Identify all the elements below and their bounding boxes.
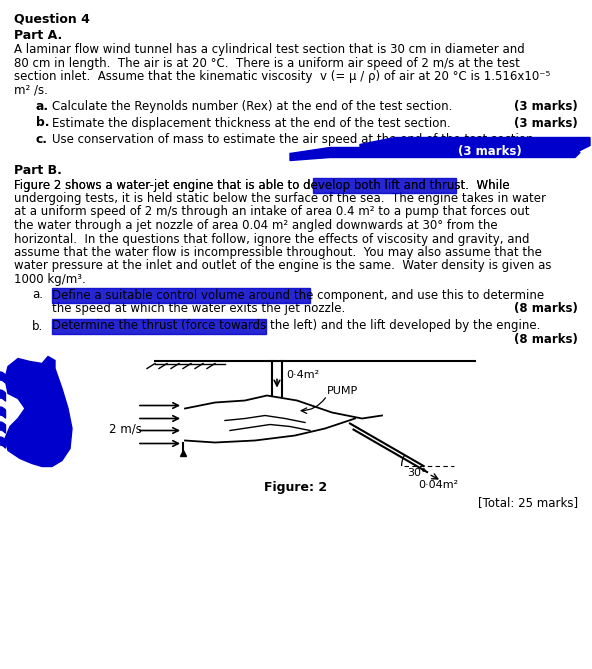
Text: Figure 2 shows a water-jet engine that is able to develop both lift and thrust. : Figure 2 shows a water-jet engine that i… xyxy=(14,179,510,191)
Text: Define a suitable control volume around the component, and use this to determine: Define a suitable control volume around … xyxy=(52,288,544,302)
Text: Use conservation of mass to estimate the air speed at the end of the test sectio: Use conservation of mass to estimate the… xyxy=(52,133,538,146)
Text: b.: b. xyxy=(32,320,43,332)
Polygon shape xyxy=(313,177,456,193)
Text: b.: b. xyxy=(36,116,50,130)
Text: at a uniform speed of 2 m/s through an intake of area 0.4 m² to a pump that forc: at a uniform speed of 2 m/s through an i… xyxy=(14,205,529,219)
Text: Part B.: Part B. xyxy=(14,165,62,177)
Polygon shape xyxy=(52,288,310,303)
Polygon shape xyxy=(290,147,580,161)
Text: 0·04m²: 0·04m² xyxy=(419,480,459,490)
Text: a.: a. xyxy=(36,100,49,113)
Text: (3 marks): (3 marks) xyxy=(458,145,522,159)
Text: Figure: 2: Figure: 2 xyxy=(265,480,327,494)
Text: PUMP: PUMP xyxy=(327,385,358,395)
Text: (8 marks): (8 marks) xyxy=(514,302,578,315)
Text: the speed at which the water exits the jet nozzle.: the speed at which the water exits the j… xyxy=(52,302,345,315)
Polygon shape xyxy=(52,318,266,334)
Text: (3 marks): (3 marks) xyxy=(514,116,578,130)
Text: (8 marks): (8 marks) xyxy=(514,333,578,346)
Text: m² /s.: m² /s. xyxy=(14,84,48,96)
Text: Estimate the displacement thickness at the end of the test section.: Estimate the displacement thickness at t… xyxy=(52,116,451,130)
Text: 1000 kg/m³.: 1000 kg/m³. xyxy=(14,273,86,286)
Text: Determine the thrust (force towards the left) and the lift developed by the engi: Determine the thrust (force towards the … xyxy=(52,320,540,332)
Text: 2 m/s: 2 m/s xyxy=(109,423,142,436)
Text: horizontal.  In the questions that follow, ignore the effects of viscosity and g: horizontal. In the questions that follow… xyxy=(14,233,529,246)
Text: Calculate the Reynolds number (Rex) at the end of the test section.: Calculate the Reynolds number (Rex) at t… xyxy=(52,100,452,113)
Text: a.: a. xyxy=(32,288,43,302)
Text: Part A.: Part A. xyxy=(14,29,62,42)
Text: [Total: 25 marks]: [Total: 25 marks] xyxy=(478,496,578,510)
Text: 80 cm in length.  The air is at 20 °C.  There is a uniform air speed of 2 m/s at: 80 cm in length. The air is at 20 °C. Th… xyxy=(14,56,520,70)
Text: Question 4: Question 4 xyxy=(14,12,90,25)
Text: section inlet.  Assume that the kinematic viscosity  v (= μ / ρ) of air at 20 °C: section inlet. Assume that the kinematic… xyxy=(14,70,550,83)
Text: undergoing tests, it is held static below the surface of the sea.  The engine ta: undergoing tests, it is held static belo… xyxy=(14,192,546,205)
Text: Figure 2 shows a water-jet engine that is able to develop both lift and thrust. : Figure 2 shows a water-jet engine that i… xyxy=(14,179,510,191)
Text: 0·4m²: 0·4m² xyxy=(286,371,319,381)
Text: A laminar flow wind tunnel has a cylindrical test section that is 30 cm in diame: A laminar flow wind tunnel has a cylindr… xyxy=(14,43,525,56)
Text: water pressure at the inlet and outlet of the engine is the same.  Water density: water pressure at the inlet and outlet o… xyxy=(14,260,552,272)
Text: (3 marks): (3 marks) xyxy=(514,100,578,113)
Text: assume that the water flow is incompressible throughout.  You may also assume th: assume that the water flow is incompress… xyxy=(14,246,542,259)
Text: the water through a jet nozzle of area 0.04 m² angled downwards at 30° from the: the water through a jet nozzle of area 0… xyxy=(14,219,498,232)
Text: c.: c. xyxy=(36,133,48,146)
Polygon shape xyxy=(5,357,72,466)
Text: 30°: 30° xyxy=(408,468,427,478)
Polygon shape xyxy=(360,138,590,155)
